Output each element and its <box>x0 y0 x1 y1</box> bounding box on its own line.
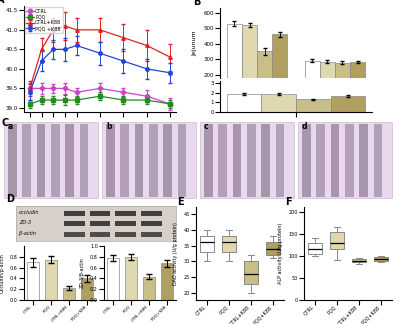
Bar <box>107 258 119 300</box>
Bar <box>178 124 186 197</box>
Y-axis label: Occludin/β-actin: Occludin/β-actin <box>0 253 4 293</box>
X-axis label: Time(h): Time(h) <box>86 129 114 135</box>
Bar <box>8 124 17 197</box>
Bar <box>200 122 294 198</box>
Bar <box>359 124 368 197</box>
Bar <box>218 124 227 197</box>
Bar <box>298 122 392 198</box>
PathPatch shape <box>352 259 366 262</box>
Bar <box>64 221 85 226</box>
Bar <box>141 221 162 226</box>
Bar <box>233 124 241 197</box>
Bar <box>102 122 196 198</box>
Bar <box>90 221 110 226</box>
Bar <box>63 288 75 300</box>
Bar <box>90 211 110 216</box>
Bar <box>27 262 39 300</box>
PathPatch shape <box>244 261 258 284</box>
Bar <box>149 124 158 197</box>
Bar <box>262 94 296 112</box>
Bar <box>302 124 310 197</box>
Bar <box>276 124 284 197</box>
Text: b: b <box>106 122 112 132</box>
Bar <box>304 61 320 106</box>
Text: D: D <box>6 194 14 204</box>
Bar <box>115 211 136 216</box>
Bar <box>90 232 110 237</box>
Bar <box>141 232 162 237</box>
PathPatch shape <box>222 236 236 252</box>
Bar <box>227 94 262 112</box>
PathPatch shape <box>308 243 322 253</box>
Bar <box>204 124 213 197</box>
Bar <box>247 124 256 197</box>
Y-axis label: ALP activity (U/g protein): ALP activity (U/g protein) <box>278 223 283 284</box>
Bar <box>331 124 339 197</box>
Bar <box>345 124 354 197</box>
Bar <box>161 263 173 300</box>
Bar <box>374 124 382 197</box>
Text: E: E <box>177 197 183 207</box>
Bar <box>335 63 350 106</box>
Bar <box>141 211 162 216</box>
Text: B: B <box>193 0 200 6</box>
Text: c: c <box>204 122 209 132</box>
Bar <box>45 260 57 300</box>
Text: ZO-3: ZO-3 <box>19 220 31 226</box>
Y-axis label: DAO activity (U/g protein): DAO activity (U/g protein) <box>173 222 178 285</box>
Bar <box>320 62 335 106</box>
Text: d: d <box>302 122 308 132</box>
Bar <box>316 124 325 197</box>
Bar <box>242 25 257 106</box>
Bar <box>65 124 74 197</box>
PathPatch shape <box>330 232 344 249</box>
Bar <box>4 122 98 198</box>
Bar <box>51 124 60 197</box>
Bar <box>37 124 45 197</box>
Bar <box>227 24 242 106</box>
PathPatch shape <box>374 257 388 261</box>
Bar <box>261 124 270 197</box>
PathPatch shape <box>266 242 280 255</box>
Bar <box>135 124 143 197</box>
Bar <box>106 124 115 197</box>
Y-axis label: ZO-3/β-actin: ZO-3/β-actin <box>80 258 84 288</box>
Bar <box>350 62 365 106</box>
Text: F: F <box>285 197 291 207</box>
Bar <box>120 124 129 197</box>
Bar <box>272 34 288 106</box>
Legend: CTRL, PQQ, CTRL+K88, PQQ +K88: CTRL, PQQ, CTRL+K88, PQQ +K88 <box>25 7 63 32</box>
Bar <box>143 277 155 300</box>
Bar <box>22 124 31 197</box>
PathPatch shape <box>200 236 214 252</box>
Bar <box>115 221 136 226</box>
Bar <box>330 96 365 112</box>
Text: occludin: occludin <box>19 210 40 215</box>
Bar <box>125 257 137 300</box>
Text: β-actin: β-actin <box>19 231 36 236</box>
Bar <box>296 99 330 112</box>
Bar <box>64 211 85 216</box>
Bar <box>163 124 172 197</box>
Y-axis label: Jejunum: Jejunum <box>193 30 198 56</box>
Bar <box>257 52 272 106</box>
Bar <box>64 232 85 237</box>
Bar <box>81 278 93 300</box>
Text: a: a <box>8 122 13 132</box>
Bar <box>115 232 136 237</box>
Bar <box>80 124 88 197</box>
Text: A: A <box>0 0 4 5</box>
Text: C: C <box>2 118 9 128</box>
